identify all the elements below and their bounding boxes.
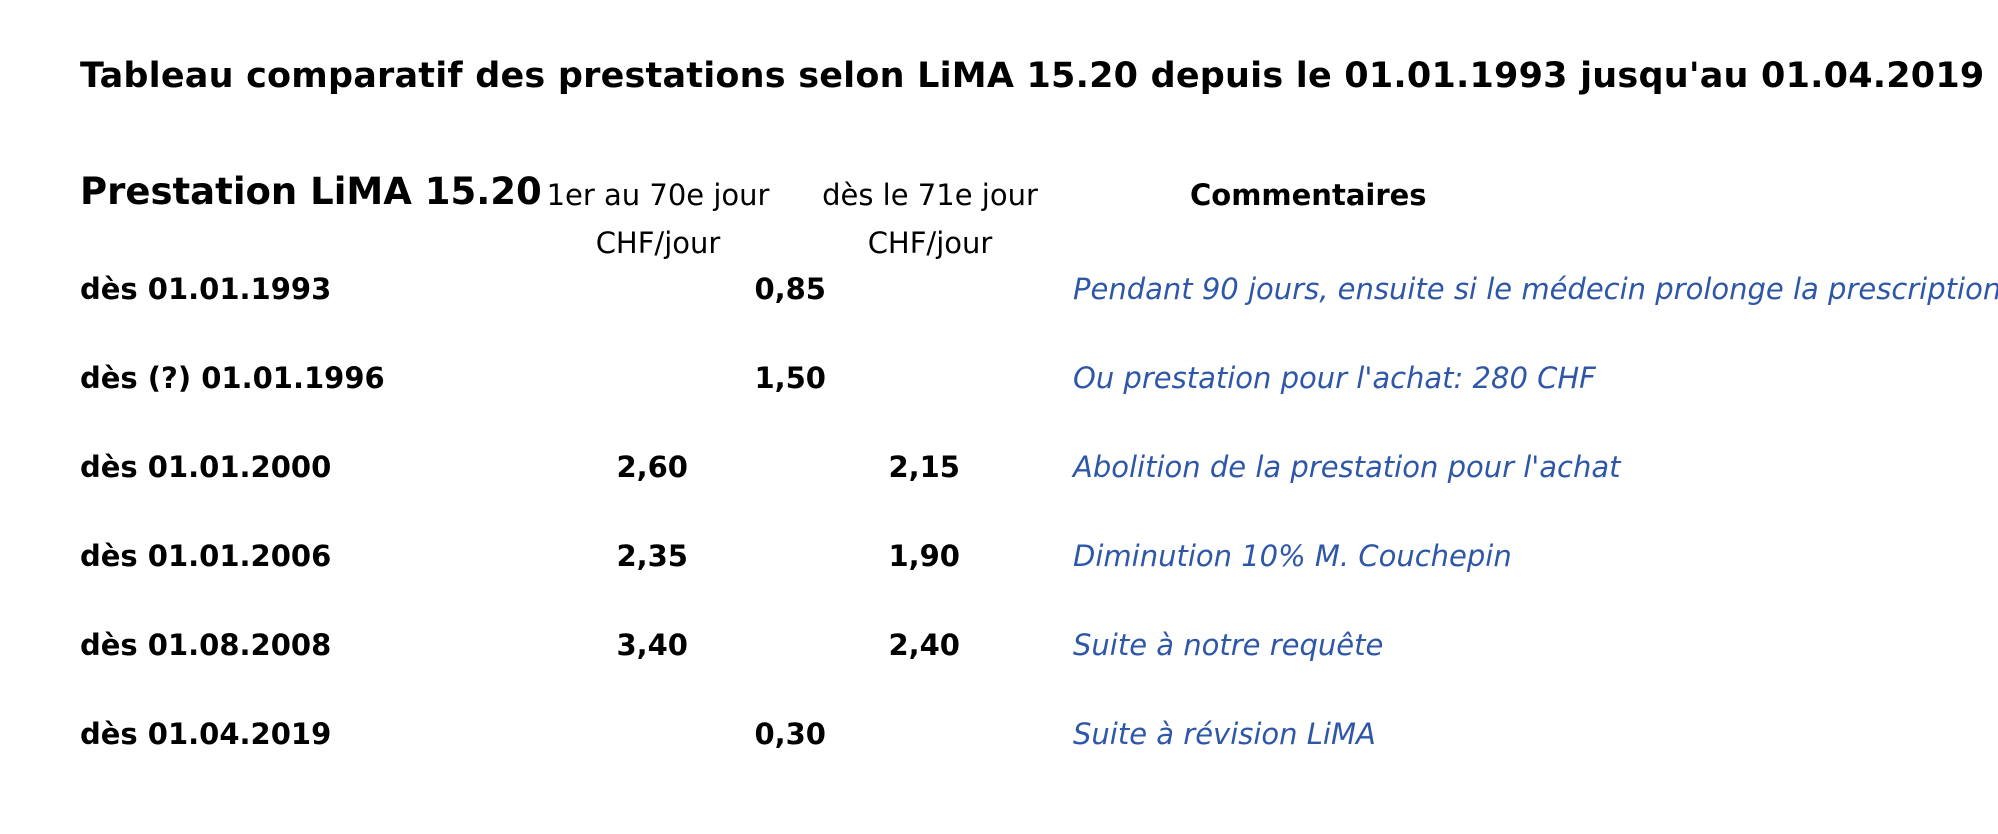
column-header-prestation: Prestation LiMA 15.20 [80, 170, 542, 213]
page-title: Tableau comparatif des prestations selon… [80, 56, 1985, 96]
row-comment: Diminution 10% M. Couchepin [1073, 539, 1512, 573]
row-value-days-71-plus: 1,90 [888, 539, 960, 573]
row-date: dès 01.01.2000 [80, 450, 332, 484]
column-header-days-71-plus-unit: CHF/jour [867, 226, 993, 260]
row-value-days-1-70: 3,40 [616, 628, 688, 662]
row-comment: Abolition de la prestation pour l'achat [1073, 450, 1621, 484]
row-date: dès 01.04.2019 [80, 717, 332, 751]
column-header-days-1-70: 1er au 70e jour [546, 178, 770, 212]
row-comment: Ou prestation pour l'achat: 280 CHF [1073, 361, 1596, 395]
column-header-days-1-70-unit: CHF/jour [595, 226, 721, 260]
row-value-days-1-70: 2,60 [616, 450, 688, 484]
column-header-days-71-plus: dès le 71e jour [822, 178, 1038, 212]
row-date: dès 01.08.2008 [80, 628, 332, 662]
row-date: dès (?) 01.01.1996 [80, 361, 385, 395]
column-header-comments: Commentaires [1190, 178, 1427, 212]
row-value-merged: 0,30 [754, 717, 826, 751]
row-date: dès 01.01.1993 [80, 272, 332, 306]
row-value-days-71-plus: 2,15 [888, 450, 960, 484]
row-value-days-71-plus: 2,40 [888, 628, 960, 662]
row-comment: Pendant 90 jours, ensuite si le médecin … [1073, 272, 1998, 306]
row-value-days-1-70: 2,35 [616, 539, 688, 573]
row-date: dès 01.01.2006 [80, 539, 332, 573]
row-value-merged: 1,50 [754, 361, 826, 395]
row-comment: Suite à révision LiMA [1073, 717, 1376, 751]
row-value-merged: 0,85 [754, 272, 826, 306]
row-comment: Suite à notre requête [1073, 628, 1384, 662]
